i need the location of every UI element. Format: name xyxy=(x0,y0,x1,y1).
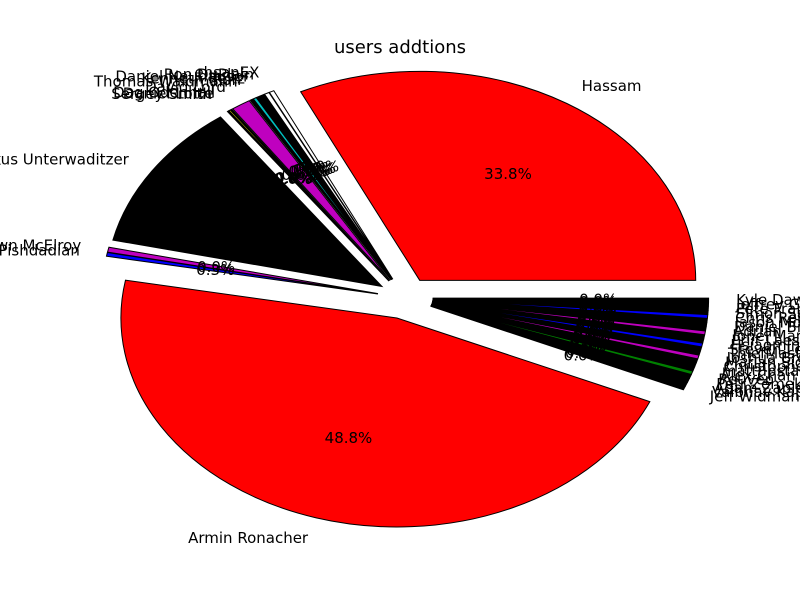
slice-pct-chris-rebert: 0.0% xyxy=(579,301,617,319)
pie-labels: Hassam 33.8% ehsanEX 0.0% Ron DuPlain 0.0% Dan… xyxy=(0,64,800,547)
slice-pct-vaibhav-kapoor: 0.0% xyxy=(565,344,603,362)
slice-label-mattupstate: mattupstate xyxy=(722,362,800,380)
slice-markus-unterwaditzer xyxy=(112,116,384,288)
slice-pct-marian-sigler: 0.0% xyxy=(573,327,611,345)
slice-label-david-lord: David Lord xyxy=(145,78,226,96)
slice-pct-hassam: 33.8% xyxy=(484,165,532,183)
slice-pct-christopher-grebs: 0.0% xyxy=(572,329,610,347)
slice-pct-adam-zapletal: 0.0% xyxy=(566,341,604,359)
slice-label-priit-laes: Priit Laes xyxy=(731,331,800,349)
slice-pct-priit-laes: 0.0% xyxy=(576,314,614,332)
slice-label-vaibhav-kapoor: Vaibhav Kapoor xyxy=(712,383,800,401)
slice-label-steven-loria: Steven Loria xyxy=(729,340,800,358)
slice-pct-daniel-brown: 0.0% xyxy=(578,306,616,324)
slice-label-dag-odenhall: Dag Odenhall xyxy=(113,83,215,101)
slice-pct-ehsanex: 0.0% xyxy=(301,158,339,176)
chart-title: users addtions xyxy=(334,37,466,58)
slice-label-kyle-dawson: Kyle Dawson xyxy=(736,291,800,309)
slice-label-keyan-pishdadian: Keyan Pishdadian xyxy=(0,241,80,259)
slice-pct-joshua-bronson: 0.0% xyxy=(574,324,612,342)
slice-label-daniel-lotte: Daniel Lotte xyxy=(123,84,214,102)
slice-pct-sergey-smith: 0.0% xyxy=(273,170,311,188)
slice-keyan-pishdadian xyxy=(105,251,378,295)
slice-label-ron: Ron xyxy=(213,71,241,89)
slice-pct-jeffrey-gelens: 0.0% xyxy=(579,293,617,311)
slice-label-jason-moiron: Jason Moiron xyxy=(734,314,800,332)
slice-label-christopher-grebs: Christopher Grebs xyxy=(724,358,800,376)
slice-pct-pete-frank: 0.0% xyxy=(579,296,617,314)
slice-pct-jason-moiron: 0.0% xyxy=(578,303,616,321)
slice-pct-armin-ronacher: 48.8% xyxy=(325,429,373,447)
slice-thomas-waldmann xyxy=(249,98,392,281)
slice-pct-ionel-maries-cristian: 0.0% xyxy=(577,311,615,329)
slice-label-simon-sapin: Simon Sapin xyxy=(736,305,800,323)
slice-pct-kenneth-reitz: 0.0% xyxy=(293,161,331,179)
slice-label-petr-zemek: Petr Zemek xyxy=(716,375,800,393)
slice-pct-ron: 0.0% xyxy=(290,162,328,180)
slice-label-chris-rebert: Chris Rebert xyxy=(735,309,800,327)
slice-pct-shawn-mcelroy: 0.0% xyxy=(197,258,235,276)
slice-label-alex-chan: Alex Chan xyxy=(720,366,796,384)
slice-pct-hsiaoming-yang: 0.0% xyxy=(576,316,614,334)
slice-label-shawn-mcelroy: Shawn McElroy xyxy=(0,236,81,254)
slice-pct-daniel-neuhauser: 0.0% xyxy=(295,160,333,178)
slice-label-ionel-maries-cristian: Ionel Maries Cristian xyxy=(732,327,800,345)
slice-pct-steven-loria: 0.0% xyxy=(575,319,613,337)
slice-pct-jeff-widman: 0.0% xyxy=(564,346,602,364)
slice-pct-thiefmaster: 0.0% xyxy=(574,321,612,339)
slice-pct-petr-zemek: 0.0% xyxy=(567,339,605,357)
slice-label-daniel-neuhauser: Daniel Neuhauser xyxy=(115,68,250,86)
slice-pct-ron-duplain: 0.0% xyxy=(298,159,336,177)
slice-label-jeffrey-gelens: Jeffrey Gelens xyxy=(735,296,800,314)
pie-slices xyxy=(105,70,710,528)
slice-pct-reuven: 0.0% xyxy=(569,337,607,355)
slice-pct-mattupstate: 0.0% xyxy=(571,332,609,350)
slice-pct-simon-sapin: 0.0% xyxy=(579,298,617,316)
slice-label-marian-sigler: Marian Sigler xyxy=(725,353,800,371)
slice-pct-kyle-dawson: 0.0% xyxy=(579,290,617,308)
slice-pct-alex-chan: 0.0% xyxy=(570,334,608,352)
slice-label-jeff-widman: Jeff Widman xyxy=(709,387,800,405)
slice-label-daniel-brown: Daniel Brown xyxy=(734,318,800,336)
slice-kyle-dawson xyxy=(432,297,710,303)
slice-sergey-smith xyxy=(226,110,390,282)
slice-armin-ronacher xyxy=(120,279,651,528)
slice-pct-adrian: 0.0% xyxy=(577,309,615,327)
slice-label-hsiaoming-yang: Hsiaoming Yang xyxy=(730,336,800,354)
slice-pct-david-lord: 0.6% xyxy=(281,166,319,184)
slice-label-ron-duplain: Ron DuPlain xyxy=(164,66,254,84)
slice-pct-dag-odenhall: 0.0% xyxy=(275,169,313,187)
slice-label-sergey-smith: Sergey Smith xyxy=(111,85,212,103)
slice-david-lord xyxy=(231,100,391,281)
slice-label-adrian: Adrian xyxy=(733,323,782,341)
slice-label-armin-ronacher: Armin Ronacher xyxy=(188,529,309,547)
slice-pct-thomas-waldmann: 0.1% xyxy=(288,163,326,181)
slice-pct-daniel-lotte: 0.0% xyxy=(274,170,312,188)
slice-label-pete-frank: Pete Frank xyxy=(736,300,800,318)
slice-label-markus-unterwaditzer: Markus Unterwaditzer xyxy=(0,151,130,169)
slice-label-joshua-bronson: Joshua Bronson xyxy=(726,349,800,367)
slice-label-adam-zapletal: Adam Zapletal xyxy=(714,379,800,397)
slice-hassam xyxy=(299,70,697,281)
slice-label-ehsanex: ehsanEX xyxy=(194,64,259,82)
slice-label-hassam: Hassam xyxy=(582,77,642,95)
slice-pct-keyan-pishdadian: 0.3% xyxy=(196,261,234,279)
slice-label-thomas-waldmann: Thomas Waldmann xyxy=(93,73,238,91)
slice-label-thiefmaster: ThiefMaster xyxy=(727,345,800,363)
slice-label-kenneth-reitz: Kenneth Reitz xyxy=(141,69,245,87)
slice-label-reuven: Reuven xyxy=(718,371,774,389)
